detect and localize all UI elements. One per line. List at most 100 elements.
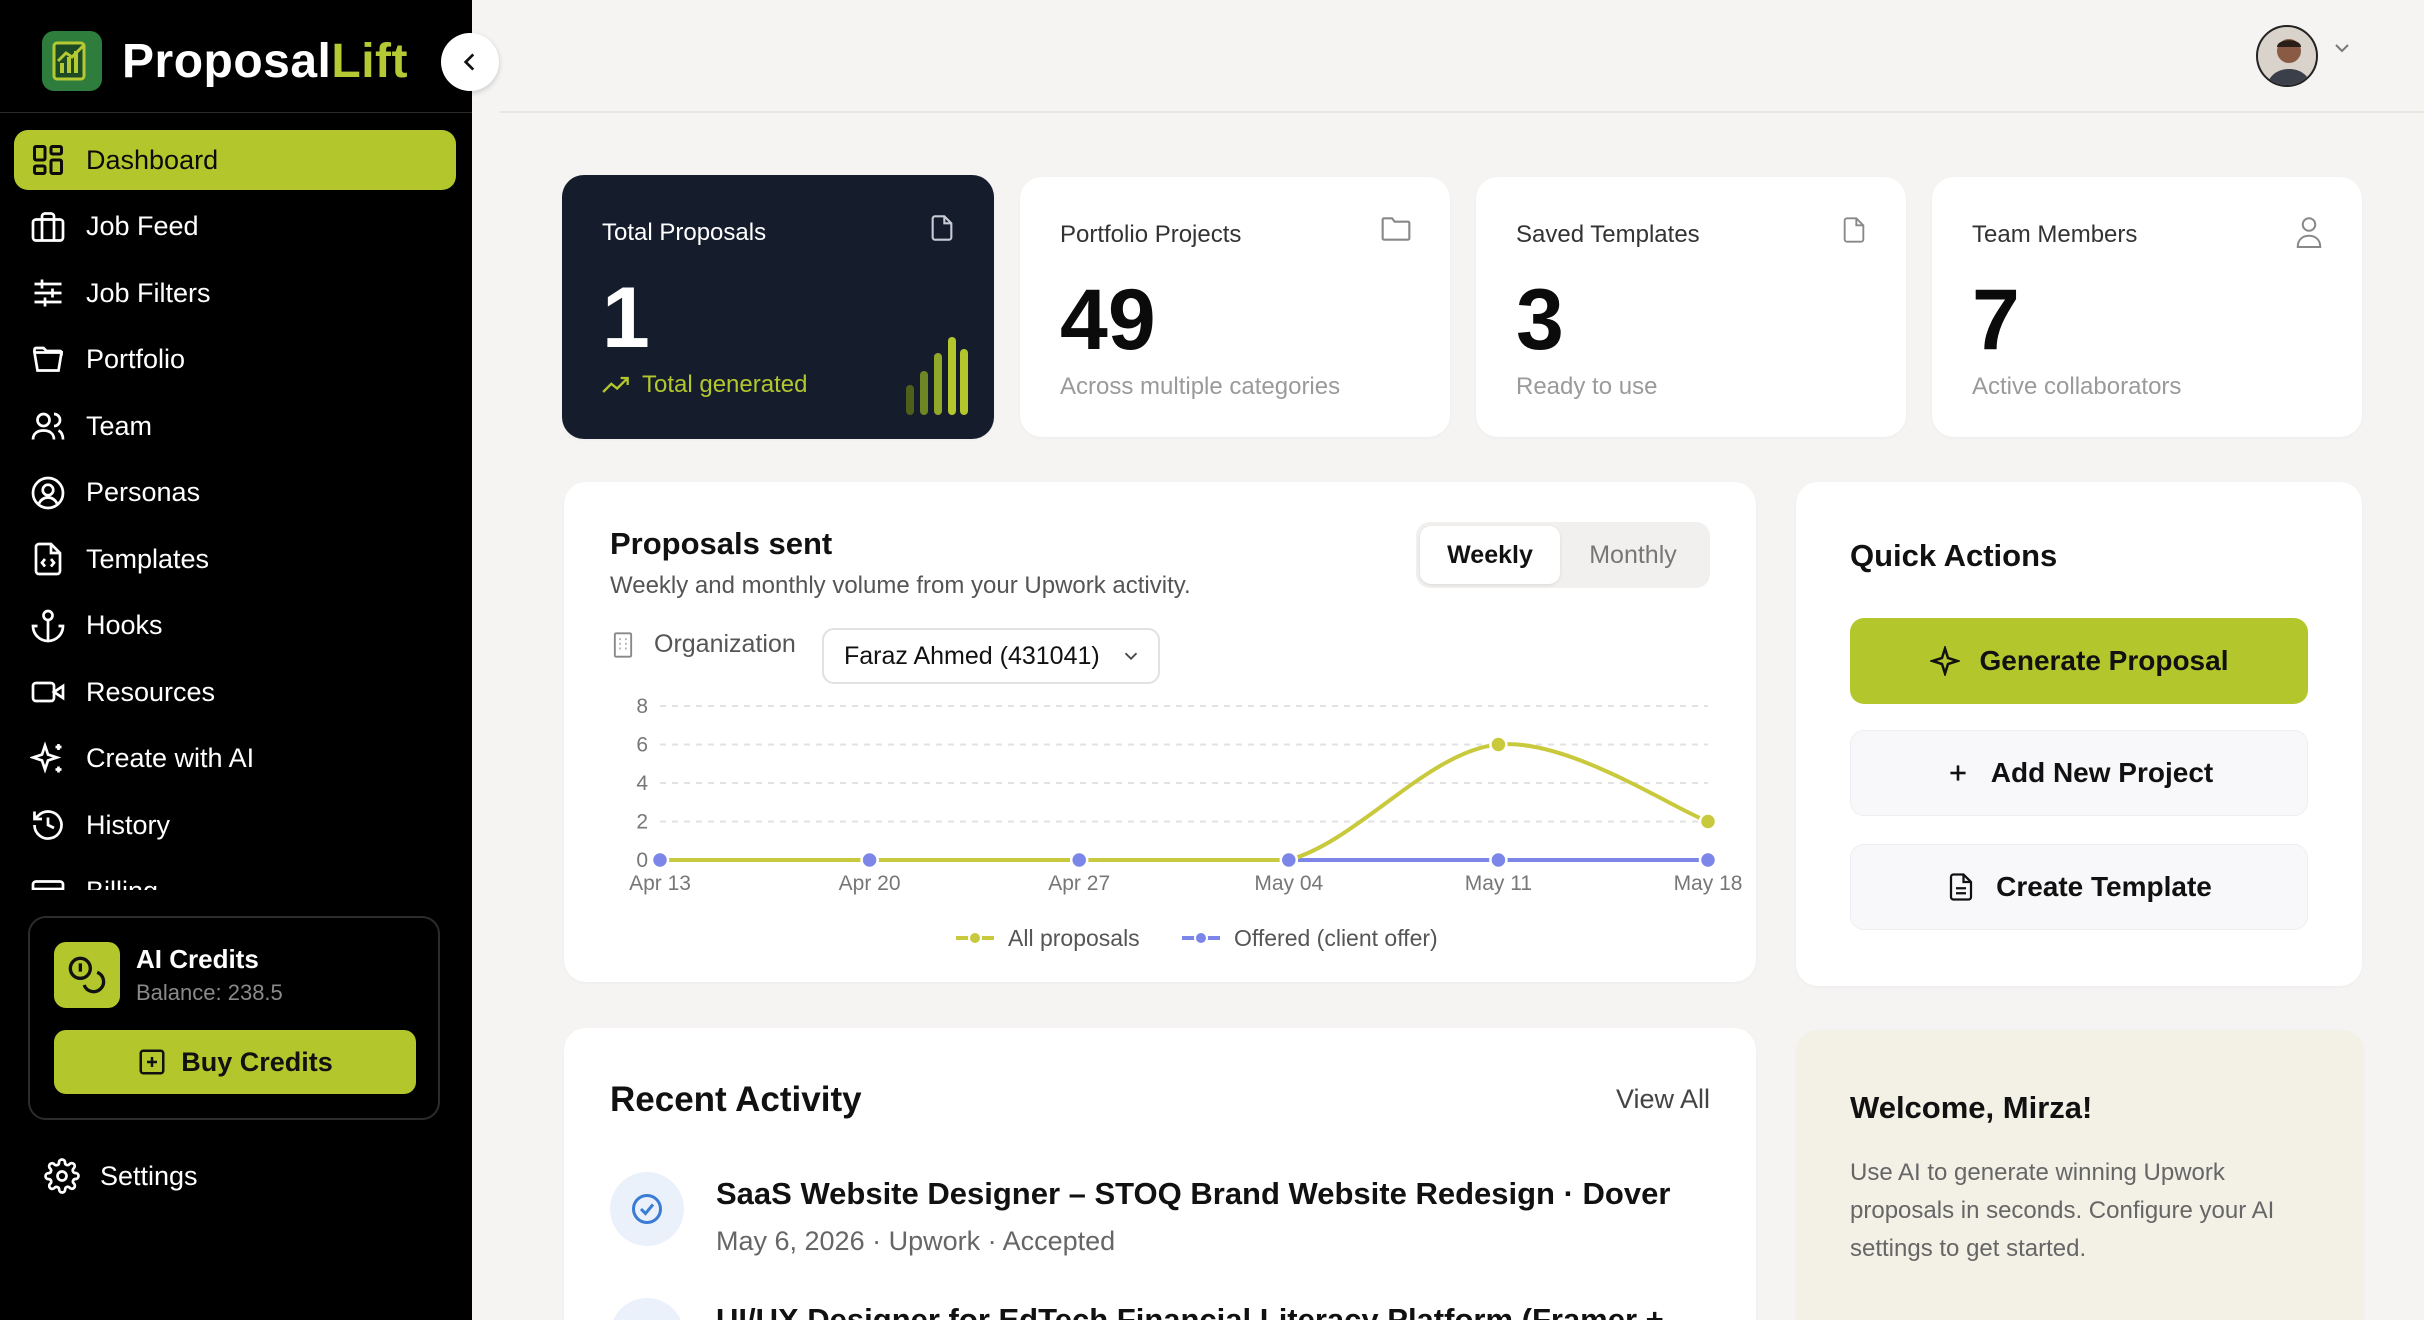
y-tick-label: 4 bbox=[636, 772, 648, 795]
series-line-0 bbox=[659, 742, 1709, 863]
user-icon bbox=[2294, 215, 2324, 254]
credit-card-icon bbox=[31, 879, 65, 890]
sidebar-nav: Dashboard Job Feed Job Filters Portfolio… bbox=[14, 130, 456, 890]
create-template-button[interactable]: Create Template bbox=[1850, 844, 2308, 930]
sidebar-item-settings[interactable]: Settings bbox=[44, 1158, 198, 1194]
sidebar-item-portfolio[interactable]: Portfolio bbox=[14, 330, 456, 390]
x-tick-label: Apr 27 bbox=[1048, 872, 1110, 895]
sidebar-item-label: Hooks bbox=[86, 610, 163, 640]
organization-select-value: Faraz Ahmed (431041) bbox=[844, 641, 1100, 670]
sidebar-item-resources[interactable]: Resources bbox=[14, 662, 456, 722]
welcome-title: Welcome, Mirza! bbox=[1850, 1090, 2093, 1125]
sidebar-item-label: Create with AI bbox=[86, 743, 255, 773]
sidebar-item-job-feed[interactable]: Job Feed bbox=[14, 197, 456, 257]
stat-sub: Active collaborators bbox=[1972, 373, 2182, 400]
sidebar-item-team[interactable]: Team bbox=[14, 396, 456, 456]
folder-icon bbox=[1380, 215, 1412, 248]
coins-icon bbox=[54, 942, 120, 1008]
buy-credits-button[interactable]: Buy Credits bbox=[54, 1030, 416, 1094]
stat-label: Portfolio Projects bbox=[1060, 221, 1242, 248]
organization-select[interactable]: Faraz Ahmed (431041) bbox=[822, 628, 1160, 684]
sidebar-item-label: Resources bbox=[86, 676, 216, 707]
file-text-icon bbox=[1949, 873, 1973, 901]
collapse-sidebar-button[interactable] bbox=[441, 33, 499, 91]
credits-title: AI Credits bbox=[136, 944, 259, 974]
file-code-icon bbox=[34, 542, 62, 576]
proposals-chart-card: Proposals sent Weekly and monthly volume… bbox=[564, 482, 1756, 982]
sidebar-item-label: Job Feed bbox=[86, 211, 199, 241]
activity-title[interactable]: SaaS Website Designer – STOQ Brand Websi… bbox=[716, 1176, 1671, 1211]
generate-proposal-button[interactable]: Generate Proposal bbox=[1850, 618, 2308, 704]
sidebar-item-templates[interactable]: Templates bbox=[14, 529, 456, 589]
sidebar-item-label: Dashboard bbox=[86, 144, 219, 175]
chevron-down-icon[interactable] bbox=[2330, 36, 2354, 65]
create-template-label: Create Template bbox=[1996, 871, 2212, 902]
folder-open-icon bbox=[32, 346, 64, 372]
legend-swatch-dot bbox=[1194, 931, 1208, 945]
sidebar-item-billing[interactable]: Billing bbox=[14, 862, 456, 890]
sidebar-item-dashboard[interactable]: Dashboard bbox=[14, 130, 456, 190]
add-new-project-button[interactable]: Add New Project bbox=[1850, 730, 2308, 816]
quick-actions-card: Quick Actions Generate Proposal Add New … bbox=[1796, 482, 2362, 986]
sidebar-item-job-filters[interactable]: Job Filters bbox=[14, 263, 456, 323]
view-all-link[interactable]: View All bbox=[1615, 1084, 1710, 1114]
plus-icon bbox=[1950, 765, 1966, 781]
stat-card-total-proposals: Total Proposals 1 Total generated bbox=[562, 175, 994, 439]
dashboard-icon bbox=[33, 145, 63, 175]
data-point bbox=[1698, 812, 1718, 831]
x-tick-label: May 11 bbox=[1465, 872, 1532, 895]
sparkles-icon bbox=[30, 740, 62, 774]
file-icon bbox=[928, 213, 956, 248]
brand[interactable]: ProposalLift bbox=[42, 30, 408, 92]
avatar[interactable] bbox=[2256, 25, 2318, 87]
x-tick-label: Apr 20 bbox=[839, 872, 901, 895]
y-tick-label: 8 bbox=[636, 695, 648, 718]
chart-title: Proposals sent bbox=[610, 526, 833, 561]
topbar bbox=[500, 0, 2424, 113]
legend-swatch-dot bbox=[968, 931, 982, 945]
anchor-icon bbox=[31, 609, 65, 642]
recent-activity-title: Recent Activity bbox=[610, 1080, 862, 1119]
briefcase-icon bbox=[31, 211, 65, 242]
data-point bbox=[1279, 850, 1299, 870]
legend-label: Offered (client offer) bbox=[1234, 925, 1438, 951]
toggle-weekly[interactable]: Weekly bbox=[1420, 526, 1560, 584]
sliders-icon bbox=[34, 279, 62, 307]
y-tick-label: 2 bbox=[636, 811, 648, 834]
chevron-down-icon bbox=[1124, 652, 1137, 661]
activity-title[interactable]: UI/UX Designer for EdTech Financial Lite… bbox=[716, 1302, 1664, 1320]
data-point bbox=[650, 850, 670, 870]
building-icon bbox=[613, 631, 633, 658]
trend-row: Total generated bbox=[602, 371, 807, 399]
stat-sub: Across multiple categories bbox=[1060, 373, 1341, 400]
organization-label-text: Organization bbox=[654, 630, 796, 658]
stat-value: 7 bbox=[1972, 272, 2020, 368]
check-circle-icon bbox=[610, 1298, 684, 1320]
video-icon bbox=[31, 681, 65, 703]
divider bbox=[0, 112, 472, 113]
sidebar-item-label: History bbox=[86, 809, 171, 840]
stat-value: 1 bbox=[602, 270, 650, 366]
file-icon bbox=[1840, 215, 1868, 250]
ai-credits-card: AI Credits Balance: 238.5 Buy Credits bbox=[28, 916, 440, 1120]
recent-activity-card: Recent Activity View All SaaS Website De… bbox=[564, 1028, 1756, 1320]
quick-actions-title: Quick Actions bbox=[1850, 538, 2058, 573]
sidebar-item-label: Personas bbox=[86, 477, 201, 507]
add-new-project-label: Add New Project bbox=[1990, 757, 2214, 788]
credits-balance: Balance: 238.5 bbox=[136, 980, 283, 1005]
toggle-monthly[interactable]: Monthly bbox=[1589, 540, 1677, 569]
sidebar-item-label: Billing bbox=[86, 876, 158, 890]
stat-sub: Ready to use bbox=[1516, 373, 1658, 400]
sidebar-item-personas[interactable]: Personas bbox=[14, 463, 456, 523]
history-icon bbox=[33, 810, 63, 840]
stat-card-saved-templates: Saved Templates 3 Ready to use bbox=[1476, 177, 1906, 437]
activity-meta: May 6, 2026 · Upwork · Accepted bbox=[716, 1226, 1116, 1256]
sidebar-item-hooks[interactable]: Hooks bbox=[14, 596, 456, 656]
sidebar-item-history[interactable]: History bbox=[14, 795, 456, 855]
settings-label: Settings bbox=[100, 1160, 198, 1191]
data-point bbox=[1698, 850, 1718, 870]
data-point bbox=[1489, 735, 1508, 754]
sidebar-item-create-with-ai[interactable]: Create with AI bbox=[14, 729, 456, 789]
generate-proposal-label: Generate Proposal bbox=[1979, 645, 2229, 676]
x-tick-label: May 04 bbox=[1254, 872, 1323, 895]
